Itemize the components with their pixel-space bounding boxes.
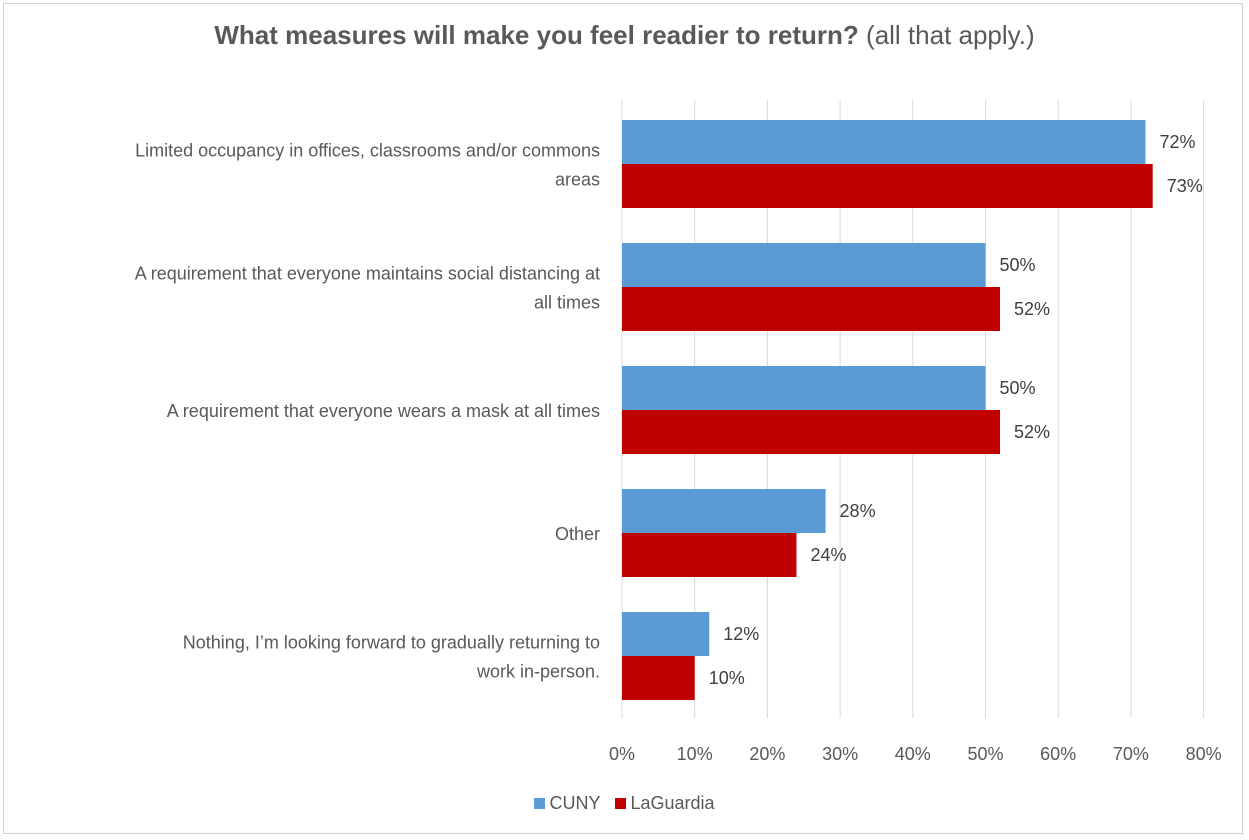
data-label: 10% bbox=[709, 668, 745, 688]
legend-label-cuny: CUNY bbox=[549, 793, 601, 813]
data-label: 28% bbox=[840, 501, 876, 521]
category-label: A requirement that everyone maintains so… bbox=[135, 264, 600, 313]
x-tick-label: 80% bbox=[1186, 744, 1222, 764]
bar-laguardia bbox=[622, 287, 1001, 331]
bar-cuny bbox=[622, 120, 1146, 164]
chart-title: What measures will make you feel readier… bbox=[0, 20, 1249, 51]
category-label: A requirement that everyone wears a mask… bbox=[167, 401, 600, 421]
category-label: Limited occupancy in offices, classrooms… bbox=[135, 141, 600, 190]
x-tick-label: 0% bbox=[609, 744, 635, 764]
legend-item-laguardia: LaGuardia bbox=[615, 793, 715, 814]
legend-swatch-laguardia bbox=[615, 798, 627, 809]
legend-item-cuny: CUNY bbox=[534, 793, 600, 814]
x-tick-label: 30% bbox=[822, 744, 858, 764]
x-tick-label: 60% bbox=[1040, 744, 1076, 764]
bar-cuny bbox=[622, 489, 826, 533]
data-label: 72% bbox=[1159, 132, 1195, 152]
data-label: 24% bbox=[810, 545, 846, 565]
bar-cuny bbox=[622, 366, 986, 410]
bar-laguardia bbox=[622, 410, 1001, 454]
legend-label-laguardia: LaGuardia bbox=[630, 793, 715, 813]
category-label: Nothing, I’m looking forward to graduall… bbox=[183, 633, 600, 682]
bar-cuny bbox=[622, 243, 986, 287]
x-tick-label: 20% bbox=[749, 744, 785, 764]
legend-swatch-cuny bbox=[534, 798, 546, 809]
x-tick-label: 70% bbox=[1113, 744, 1149, 764]
x-tick-label: 10% bbox=[677, 744, 713, 764]
data-label: 52% bbox=[1014, 299, 1050, 319]
data-label: 73% bbox=[1167, 176, 1203, 196]
x-tick-label: 50% bbox=[967, 744, 1003, 764]
chart-legend: CUNY LaGuardia bbox=[0, 793, 1249, 814]
chart-title-main: What measures will make you feel readier… bbox=[214, 20, 859, 50]
chart-title-sub: (all that apply.) bbox=[866, 20, 1035, 50]
data-label: 12% bbox=[723, 624, 759, 644]
data-label: 52% bbox=[1014, 422, 1050, 442]
bar-cuny bbox=[622, 612, 710, 656]
category-label: Other bbox=[555, 524, 600, 544]
data-label: 50% bbox=[1000, 255, 1036, 275]
x-tick-label: 40% bbox=[895, 744, 931, 764]
data-label: 50% bbox=[1000, 378, 1036, 398]
bar-laguardia bbox=[622, 656, 695, 700]
bar-laguardia bbox=[622, 533, 797, 577]
bar-laguardia bbox=[622, 164, 1153, 208]
